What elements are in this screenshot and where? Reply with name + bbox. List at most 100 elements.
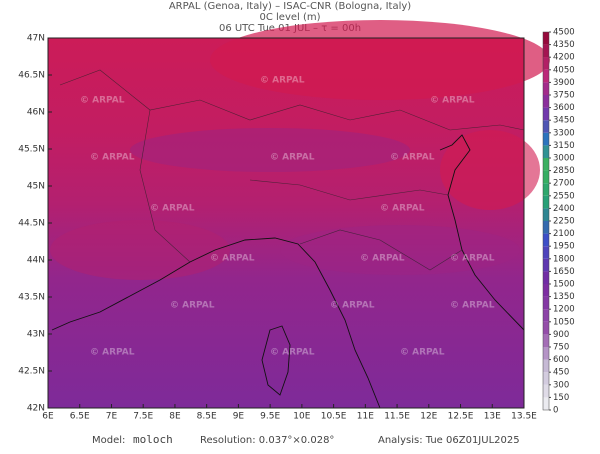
lon-label: 7.5E: [133, 412, 153, 422]
header-line: ARPAL (Genoa, Italy) – ISAC-CNR (Bologna…: [169, 1, 411, 12]
lat-label: 45N: [27, 182, 45, 192]
colorbar-cell: [543, 44, 549, 58]
colorbar-cell: [543, 82, 549, 95]
colorbar-label: 750: [553, 343, 569, 353]
watermark: © ARPAL: [450, 301, 495, 311]
lon-label: 9E: [233, 412, 245, 422]
watermark: © ARPAL: [390, 153, 435, 163]
colorbar-cell: [543, 221, 549, 234]
watermark: © ARPAL: [430, 96, 475, 106]
lon-label: 6.5E: [70, 412, 90, 422]
footer-analysis: Analysis: Tue 06Z01JUL2025: [378, 435, 520, 446]
lat-label: 46.5N: [18, 71, 45, 81]
watermark: © ARPAL: [80, 96, 125, 106]
watermark: © ARPAL: [150, 204, 195, 214]
colorbar-cell: [543, 158, 549, 171]
lon-label: 6E: [42, 412, 54, 422]
lon-label: 10.5E: [321, 412, 347, 422]
watermark: © ARPAL: [400, 348, 445, 358]
header-line: 0C level (m): [259, 12, 320, 23]
lon-label: 13.5E: [511, 412, 537, 422]
colorbar-label: 1200: [553, 305, 575, 315]
colorbar-cell: [543, 132, 549, 146]
lat-label: 43.5N: [18, 293, 45, 303]
colorbar-label: 900: [553, 330, 569, 340]
colorbar-label: 1350: [553, 292, 575, 302]
colorbar-label: 3900: [553, 78, 575, 88]
colorbar-cell: [543, 372, 549, 385]
colorbar-cell: [543, 246, 549, 259]
colorbar-label: 2250: [553, 217, 575, 227]
colorbar-cell: [543, 195, 549, 209]
colorbar-label: 3150: [553, 141, 575, 151]
colorbar-cell: [543, 145, 549, 158]
colorbar-cell: [543, 334, 549, 347]
lon-label: 7E: [106, 412, 118, 422]
colorbar-label: 3600: [553, 103, 575, 113]
colorbar-cell: [543, 321, 549, 335]
colorbar-label: 150: [553, 393, 569, 403]
lon-label: 13E: [484, 412, 501, 422]
watermark: © ARPAL: [90, 348, 135, 358]
footer-model: moloch: [133, 433, 173, 446]
colorbar-label: 1950: [553, 242, 575, 252]
colorbar-label: 3000: [553, 154, 575, 164]
lon-label: 9.5E: [260, 412, 280, 422]
colorbar-cell: [543, 347, 549, 360]
colorbar-label: 4350: [553, 40, 575, 50]
lon-label: 12.5E: [448, 412, 474, 422]
lat-label: 45.5N: [18, 145, 45, 155]
lat-label: 47N: [27, 34, 45, 44]
colorbar-label: 1500: [553, 280, 575, 290]
lat-label: 42.5N: [18, 367, 45, 377]
colorbar-label: 4500: [553, 28, 575, 38]
watermark: © ARPAL: [270, 348, 315, 358]
lon-label: 12E: [420, 412, 437, 422]
colorbar-cell: [543, 271, 549, 284]
colorbar-cell: [543, 397, 549, 410]
footer-model-label: Model:: [92, 435, 125, 446]
colorbar-cell: [543, 309, 549, 322]
watermark: © ARPAL: [170, 301, 215, 311]
colorbar-cell: [543, 107, 549, 121]
colorbar-label: 0: [553, 406, 558, 416]
lon-label: 10E: [293, 412, 310, 422]
watermark: © ARPAL: [330, 301, 375, 311]
watermark: © ARPAL: [450, 254, 495, 264]
colorbar-label: 300: [553, 380, 569, 390]
lat-label: 44.5N: [18, 219, 45, 229]
lon-label: 8E: [169, 412, 181, 422]
colorbar-label: 2850: [553, 166, 575, 176]
watermark: © ARPAL: [380, 204, 425, 214]
colorbar-label: 1650: [553, 267, 575, 277]
colorbar-label: 2400: [553, 204, 575, 214]
colorbar-label: 450: [553, 368, 569, 378]
colorbar-cell: [543, 359, 549, 373]
colorbar-cell: [543, 384, 549, 398]
colorbar-cell: [543, 296, 549, 310]
lat-label: 44N: [27, 256, 45, 266]
watermark: © ARPAL: [260, 76, 305, 86]
watermark: © ARPAL: [360, 254, 405, 264]
map-field: [48, 20, 550, 409]
watermark: © ARPAL: [90, 153, 135, 163]
colorbar-label: 3750: [553, 91, 575, 101]
colorbar-label: 2550: [553, 191, 575, 201]
colorbar-cell: [543, 57, 549, 70]
lat-label: 42N: [27, 404, 45, 414]
colorbar-label: 2700: [553, 179, 575, 189]
colorbar-cell: [543, 69, 549, 83]
colorbar-label: 1050: [553, 317, 575, 327]
colorbar-label: 3450: [553, 116, 575, 126]
colorbar-label: 1800: [553, 254, 575, 264]
colorbar-cell: [543, 32, 549, 45]
colorbar-cell: [543, 208, 549, 221]
colorbar-cell: [543, 233, 549, 247]
lon-label: 8.5E: [197, 412, 217, 422]
colorbar-cell: [543, 258, 549, 272]
colorbar-cell: [543, 95, 549, 108]
footer-resolution: Resolution: 0.037°×0.028°: [200, 435, 334, 446]
colorbar-label: 4200: [553, 53, 575, 63]
lat-label: 43N: [27, 330, 45, 340]
